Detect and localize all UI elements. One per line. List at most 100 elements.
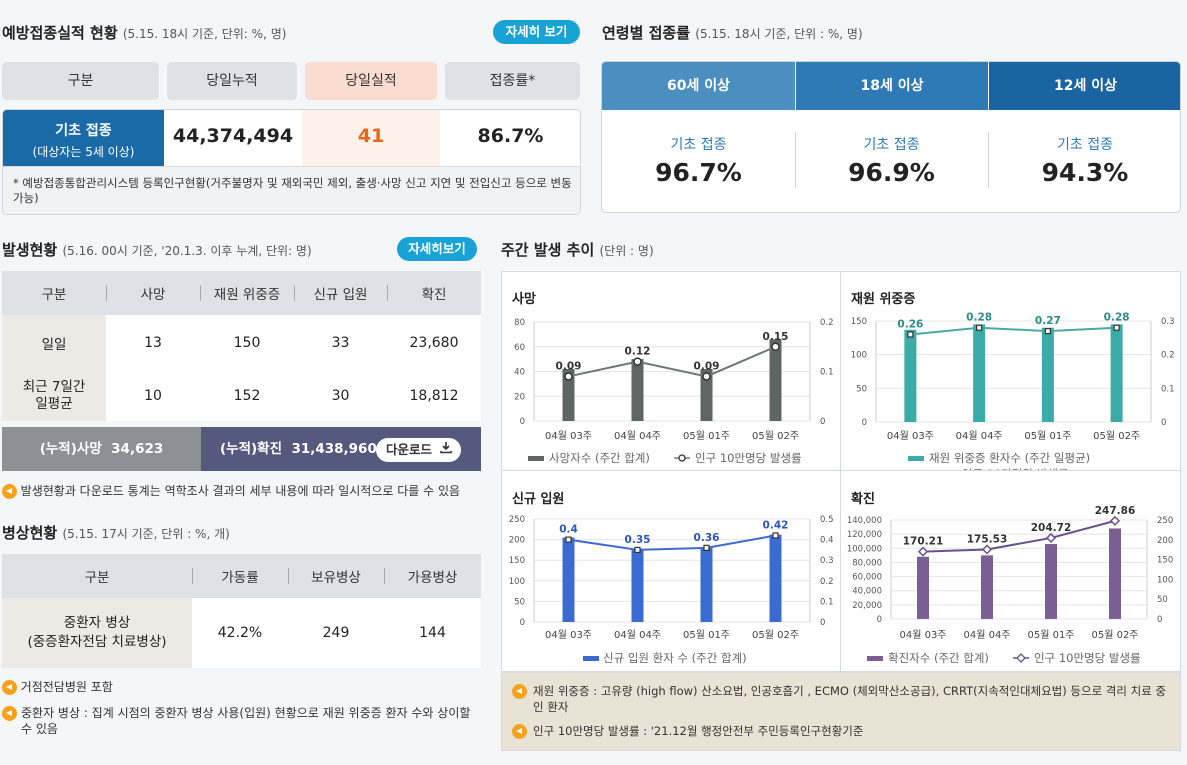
table-row: 최근 7일간 일평균 10 152 30 18,812 [2,370,481,421]
y-tick-label: 0 [877,615,882,625]
weekly-note-2-text: 인구 10만명당 발생률 : '21.12월 행정안전부 주민등록인구현황기준 [533,724,864,738]
bar [917,556,929,619]
beds-header-available: 가용병상 [384,554,481,598]
age-metric-18: 기초 접종 [863,137,920,153]
series-line [910,326,1117,336]
chart-panel-death: 사망 0 20 40 60 80 0 0.1 0.2 04월 03주 04월 04주 05월 01주… [501,271,841,471]
line-point [564,372,573,381]
data-label: 0.12 [625,346,651,358]
y2-tick-label: 250 [1157,516,1173,526]
vaccine-row-sublabel: (대상자는 5세 이상) [32,145,135,159]
speaker-icon [2,484,17,499]
legend-bar-swatch [908,456,924,461]
legend-bar-label: 사망자수 (주간 합계) [549,451,650,465]
y2-tick-label: 0 [820,618,825,628]
vaccine-cumulative-value: 44,374,494 [172,125,294,147]
data-label: 0.09 [556,360,582,372]
y-tick-label: 100,000 [847,544,882,554]
chart-title-death: 사망 [512,292,536,307]
vaccine-more-button[interactable]: 자세히 보기 [493,20,580,44]
line-point [981,544,993,555]
bar [769,534,782,622]
data-label: 0.35 [625,534,651,546]
y-tick-label: 150 [509,556,525,566]
series-line [568,345,776,378]
x-tick-label: 05월 01주 [1027,629,1074,641]
beds-header-utilization: 가동률 [192,554,288,598]
bar [700,369,713,421]
occurrence-header-confirmed: 확진 [387,271,481,315]
download-button[interactable]: 다운로드 [376,438,461,462]
beds-header-row: 구분 가동률 보유병상 가용병상 [2,554,481,598]
legend-bar-label: 확진자수 (주간 합계) [888,651,989,665]
occurrence-note-text: 발생현황과 다운로드 통계는 역학조사 결과의 세부 내용에 따라 일시적으로 … [20,484,461,498]
age-value-18: 96.9% [848,158,935,187]
y-tick-label: 20 [514,392,525,402]
download-icon [440,438,452,462]
y-tick-label: 140,000 [847,516,882,526]
legend-bar-label: 재원 위중증 환자수 (주간 일평균) [929,451,1090,465]
occurrence-row-label-daily: 일일 [2,315,106,370]
legend-bar-swatch [528,456,544,461]
occurrence-table: 구분 사망 재원 위중증 신규 입원 확진 일일 13 150 33 23,68… [2,271,481,421]
chart-panel-critical: 재원 위중증 0 50 100 150 0 0.1 0.2 0.3 04월 03주 04월 04주… [840,271,1181,481]
age-value-12: 94.3% [1041,158,1129,187]
beds-row-label-line2: (중증환자전담 치료병상) [27,634,167,650]
data-label: 0.28 [1104,312,1130,324]
occurrence-7day-admission: 30 [294,370,387,421]
age-col-12: 기초 접종 94.3% [988,110,1180,212]
legend-line-label: 인구 10만명당 발생률 [695,451,802,465]
y2-tick-label: 0.1 [820,368,834,378]
y-tick-label: 0 [520,618,525,628]
age-col-60: 기초 접종 96.7% [602,110,795,212]
beds-row-label-line1: 중환자 병상 [63,615,131,631]
speaker-icon [2,706,17,721]
age-title-text: 연령별 접종률 [602,24,691,42]
bar [904,329,917,422]
line-point [976,324,983,331]
y2-tick-label: 0.2 [820,577,834,587]
occurrence-header-category: 구분 [2,271,106,315]
age-box: 60세 이상 18세 이상 12세 이상 기초 접종 96.7% 기초 접종 9… [601,61,1181,213]
age-value-60: 96.7% [655,158,742,187]
legend-line-label: 인구 10만명당 발생률 [1034,651,1141,665]
bar [1041,327,1054,422]
y-tick-label: 40,000 [852,587,882,597]
occurrence-row-label-7day: 최근 7일간 일평균 [2,370,106,421]
line-point [633,357,642,366]
x-tick-label: 04월 04주 [614,430,661,442]
download-label: 다운로드 [386,442,433,457]
beds-utilization-value: 42.2% [192,598,288,668]
y-tick-label: 100 [851,351,867,361]
line-point [703,544,710,551]
beds-title: 병상현황 (5.15. 17시 기준, 단위 : %, 개) [2,522,230,543]
occurrence-note: 발생현황과 다운로드 통계는 역학조사 결과의 세부 내용에 따라 일시적으로 … [2,482,492,499]
beds-row-label: 중환자 병상 (중증환자전담 치료병상) [2,598,192,668]
beds-note-1-text: 거점전담병원 포함 [20,680,113,694]
data-label: 0.26 [897,318,923,330]
occurrence-more-button[interactable]: 자세히보기 [397,237,477,261]
bar [1110,324,1123,422]
legend-line-marker [1016,653,1026,663]
y-tick-label: 50 [856,384,867,394]
bar [1109,528,1121,619]
y2-tick-label: 150 [1157,556,1173,566]
x-tick-label: 04월 04주 [614,629,661,641]
y2-tick-label: 0 [820,417,825,427]
beds-header-category: 구분 [2,554,192,598]
speaker-icon [512,684,527,699]
vaccine-footnote: * 예방접종통합관리시스템 등록인구현황(거주불명자 및 재외국민 제외, 출생… [3,166,580,214]
y2-tick-label: 0.1 [1161,384,1175,394]
y2-tick-label: 0.1 [820,597,834,607]
y-tick-label: 0 [862,418,867,428]
legend-bar-label: 신규 입원 환자 수 (주간 합계) [603,651,747,665]
age-divider-2 [988,132,989,188]
occurrence-header-death: 사망 [106,271,200,315]
y2-tick-label: 50 [1157,595,1168,605]
weekly-title: 주간 발생 추이 (단위 : 명) [501,239,654,260]
line-point [1109,515,1121,526]
occurrence-7day-confirmed: 18,812 [387,370,481,421]
series-line [922,519,1116,553]
occurrence-7day-critical: 152 [200,370,294,421]
line-point [1045,532,1057,543]
